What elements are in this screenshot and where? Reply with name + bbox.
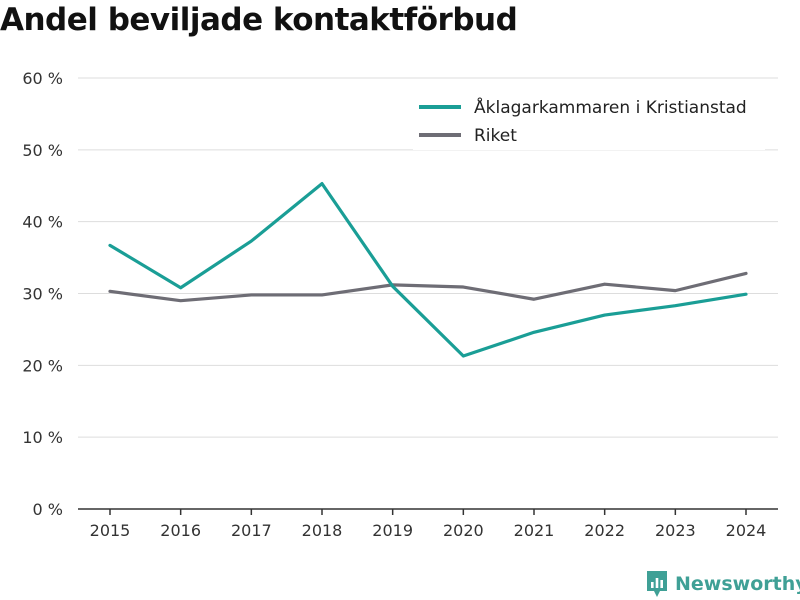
brand-logo: Newsworthy [645, 569, 800, 599]
x-tick-label: 2023 [655, 521, 696, 540]
y-tick-label: 10 % [22, 428, 63, 447]
gridlines [78, 77, 778, 438]
x-tick-labels: 2015 2016 2017 2018 2019 2020 2021 2022 2023 2024 [90, 521, 767, 540]
series-line-1 [108, 271, 748, 303]
legend-background [413, 90, 765, 150]
y-tick-label: 40 % [22, 213, 63, 232]
legend-label-1: Riket [474, 126, 517, 146]
newsworthy-logo-icon [647, 571, 667, 597]
y-tick-label: 20 % [22, 356, 63, 375]
x-tick-label: 2018 [302, 521, 343, 540]
y-tick-label: 30 % [22, 285, 63, 304]
x-tick-label: 2017 [231, 521, 272, 540]
x-tick-label: 2024 [726, 521, 767, 540]
brand-name: Newsworthy [675, 573, 800, 595]
series-line-0 [108, 181, 748, 358]
y-tick-label: 0 % [33, 500, 63, 519]
x-tick-label: 2019 [372, 521, 413, 540]
chart-title: Andel beviljade kontaktförbud [0, 2, 518, 38]
series-lines [108, 181, 748, 358]
legend-label-0: Åklagarkammaren i Kristianstad [474, 96, 747, 118]
y-tick-label: 60 % [22, 69, 63, 88]
x-tick-label: 2016 [160, 521, 201, 540]
y-tick-label: 50 % [22, 141, 63, 160]
x-tick-label: 2020 [443, 521, 484, 540]
legend: Åklagarkammaren i Kristianstad Riket [413, 90, 765, 150]
axes [78, 508, 778, 515]
x-tick-label: 2022 [584, 521, 625, 540]
x-tick-label: 2015 [90, 521, 131, 540]
x-tick-label: 2021 [514, 521, 555, 540]
y-tick-labels: 0 % 10 % 20 % 30 % 40 % 50 % 60 % [22, 69, 63, 519]
